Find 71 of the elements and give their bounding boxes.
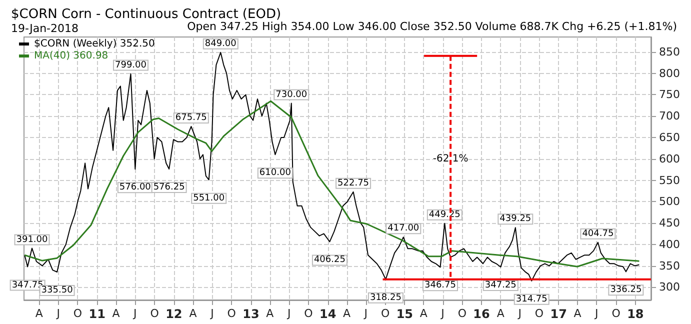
- x-tick-label: O: [304, 307, 314, 320]
- annotation: 314.75: [516, 294, 548, 304]
- x-tick-label: 11: [88, 307, 106, 321]
- y-tick-label: 550: [659, 174, 680, 187]
- annotation: 404.75: [582, 228, 614, 239]
- x-tick-label: J: [517, 307, 522, 320]
- annotation: 336.25: [610, 285, 642, 296]
- x-tick-label: J: [363, 307, 368, 320]
- x-tick-label: A: [343, 307, 351, 320]
- x-tick-label: O: [73, 307, 82, 320]
- y-tick-label: 850: [659, 45, 680, 58]
- annotation: 730.00: [276, 90, 308, 100]
- annotation: 849.00: [204, 38, 237, 49]
- legend-label: MA(40) 360.98: [34, 50, 108, 62]
- annotation: 406.25: [314, 255, 346, 266]
- annotation: 610.00: [259, 168, 292, 178]
- annotation: 391.00: [16, 234, 48, 245]
- y-tick-label: 800: [659, 66, 680, 80]
- y-tick-label: 350: [659, 259, 680, 272]
- x-tick-label: J: [594, 307, 598, 320]
- x-tick-label: O: [227, 307, 236, 320]
- x-tick-label: J: [56, 307, 60, 320]
- x-tick-label: A: [112, 307, 120, 320]
- x-tick-label: O: [380, 307, 390, 320]
- x-tick-label: O: [534, 307, 544, 320]
- x-tick-label: O: [458, 307, 467, 320]
- x-tick-label: A: [574, 307, 582, 320]
- x-tick-label: A: [189, 307, 198, 320]
- x-tick-label: J: [210, 307, 214, 320]
- y-tick-label: 400: [659, 238, 680, 251]
- annotation: 439.25: [500, 214, 532, 224]
- x-tick-label: 13: [242, 307, 260, 321]
- x-tick-label: J: [132, 307, 137, 320]
- y-tick-label: 500: [659, 195, 680, 208]
- annotation: 346.75: [424, 280, 456, 291]
- annotation: 675.75: [175, 112, 207, 123]
- legend-label: $CORN (Weekly) 352.50: [34, 38, 155, 50]
- annotation: 347.25: [484, 280, 516, 290]
- x-tick-label: O: [612, 307, 621, 320]
- annotation: 522.75: [338, 178, 370, 188]
- annotation: 551.00: [193, 193, 225, 204]
- y-tick-label: 750: [659, 88, 680, 102]
- y-tick-label: 600: [659, 152, 680, 166]
- y-tick-label: 700: [659, 110, 680, 123]
- y-tick-label: 650: [659, 130, 680, 144]
- x-tick-label: A: [496, 307, 505, 320]
- annotation: 799.00: [114, 60, 147, 70]
- x-tick-label: O: [150, 307, 160, 320]
- annotation: 318.25: [370, 292, 402, 303]
- chart-subtitle: 19-Jan-2018: [11, 22, 78, 35]
- annotation: 417.00: [388, 224, 420, 234]
- x-tick-label: A: [420, 307, 428, 320]
- annotation: -62.1%: [432, 153, 468, 164]
- x-tick-label: 17: [550, 307, 567, 321]
- x-tick-label: 16: [473, 307, 490, 321]
- x-tick-label: A: [266, 307, 274, 320]
- x-tick-label: 12: [166, 307, 182, 321]
- x-tick-label: 14: [319, 307, 336, 321]
- y-tick-label: 300: [659, 280, 680, 294]
- text: Open 347.25 High 354.00 Low 346.00 Close 352.50 Volume 688.7K Chg +6.25 (+1.81%): [187, 20, 678, 33]
- annotation: 576.25: [153, 182, 185, 193]
- x-tick-label: J: [286, 307, 291, 320]
- x-tick-label: 18: [627, 307, 644, 321]
- annotation: 576.00: [119, 182, 152, 193]
- chart-title: $CORN Corn - Continuous Contract (EOD): [11, 7, 282, 22]
- x-tick-label: 15: [396, 307, 414, 321]
- annotation: 335.50: [41, 285, 74, 296]
- x-tick-label: J: [440, 307, 444, 320]
- y-tick-label: 450: [659, 216, 680, 230]
- x-tick-label: A: [35, 307, 44, 320]
- annotation: 449.25: [428, 210, 460, 220]
